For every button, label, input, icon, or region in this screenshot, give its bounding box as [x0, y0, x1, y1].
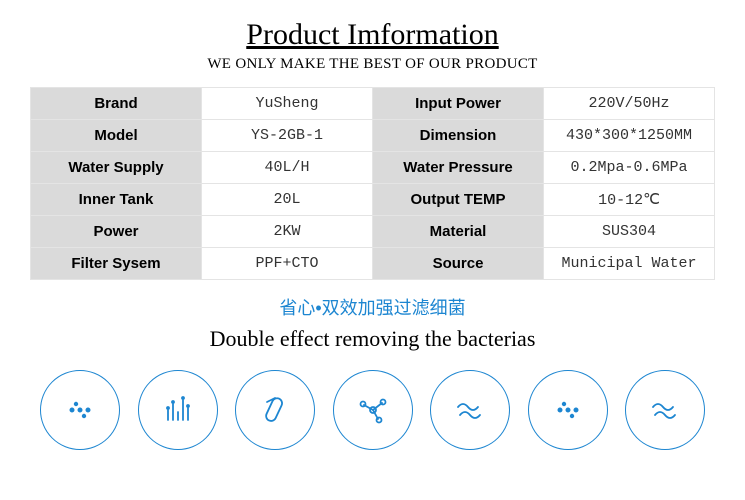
- spec-value: SUS304: [544, 216, 715, 248]
- spec-label: Inner Tank: [31, 184, 202, 216]
- spec-value: 40L/H: [202, 152, 373, 184]
- table-row: Water Supply40L/HWater Pressure0.2Mpa-0.…: [31, 152, 715, 184]
- spec-value: 220V/50Hz: [544, 88, 715, 120]
- page-subtitle: WE ONLY MAKE THE BEST OF OUR PRODUCT: [30, 56, 715, 73]
- spec-value: YuSheng: [202, 88, 373, 120]
- spec-label: Brand: [31, 88, 202, 120]
- spec-label: Power: [31, 216, 202, 248]
- bars-icon: [138, 370, 218, 450]
- spec-value: 20L: [202, 184, 373, 216]
- vial-icon: [235, 370, 315, 450]
- table-row: Filter SysemPPF+CTOSourceMunicipal Water: [31, 248, 715, 280]
- spec-label: Water Supply: [31, 152, 202, 184]
- dots-icon: [40, 370, 120, 450]
- table-row: BrandYuShengInput Power220V/50Hz: [31, 88, 715, 120]
- spec-value: 2KW: [202, 216, 373, 248]
- spec-label: Source: [373, 248, 544, 280]
- dots-icon: [528, 370, 608, 450]
- spec-label: Water Pressure: [373, 152, 544, 184]
- wave-icon: [625, 370, 705, 450]
- table-row: ModelYS-2GB-1Dimension430*300*1250MM: [31, 120, 715, 152]
- spec-label: Dimension: [373, 120, 544, 152]
- spec-label: Output TEMP: [373, 184, 544, 216]
- spec-value: YS-2GB-1: [202, 120, 373, 152]
- spec-table: BrandYuShengInput Power220V/50HzModelYS-…: [30, 87, 715, 280]
- molecule-icon: [333, 370, 413, 450]
- page-title: Product Imformation: [30, 18, 715, 52]
- spec-value: 0.2Mpa-0.6MPa: [544, 152, 715, 184]
- spec-value: 430*300*1250MM: [544, 120, 715, 152]
- wave-icon: [430, 370, 510, 450]
- spec-value: 10-12℃: [544, 184, 715, 216]
- tagline-en: Double effect removing the bacterias: [30, 326, 715, 352]
- table-row: Inner Tank20LOutput TEMP10-12℃: [31, 184, 715, 216]
- spec-label: Model: [31, 120, 202, 152]
- icon-row: [30, 370, 715, 450]
- table-row: Power2KWMaterialSUS304: [31, 216, 715, 248]
- spec-label: Material: [373, 216, 544, 248]
- spec-value: PPF+CTO: [202, 248, 373, 280]
- spec-label: Filter Sysem: [31, 248, 202, 280]
- spec-value: Municipal Water: [544, 248, 715, 280]
- tagline-cn: 省心•双效加强过滤细菌: [30, 294, 715, 320]
- spec-label: Input Power: [373, 88, 544, 120]
